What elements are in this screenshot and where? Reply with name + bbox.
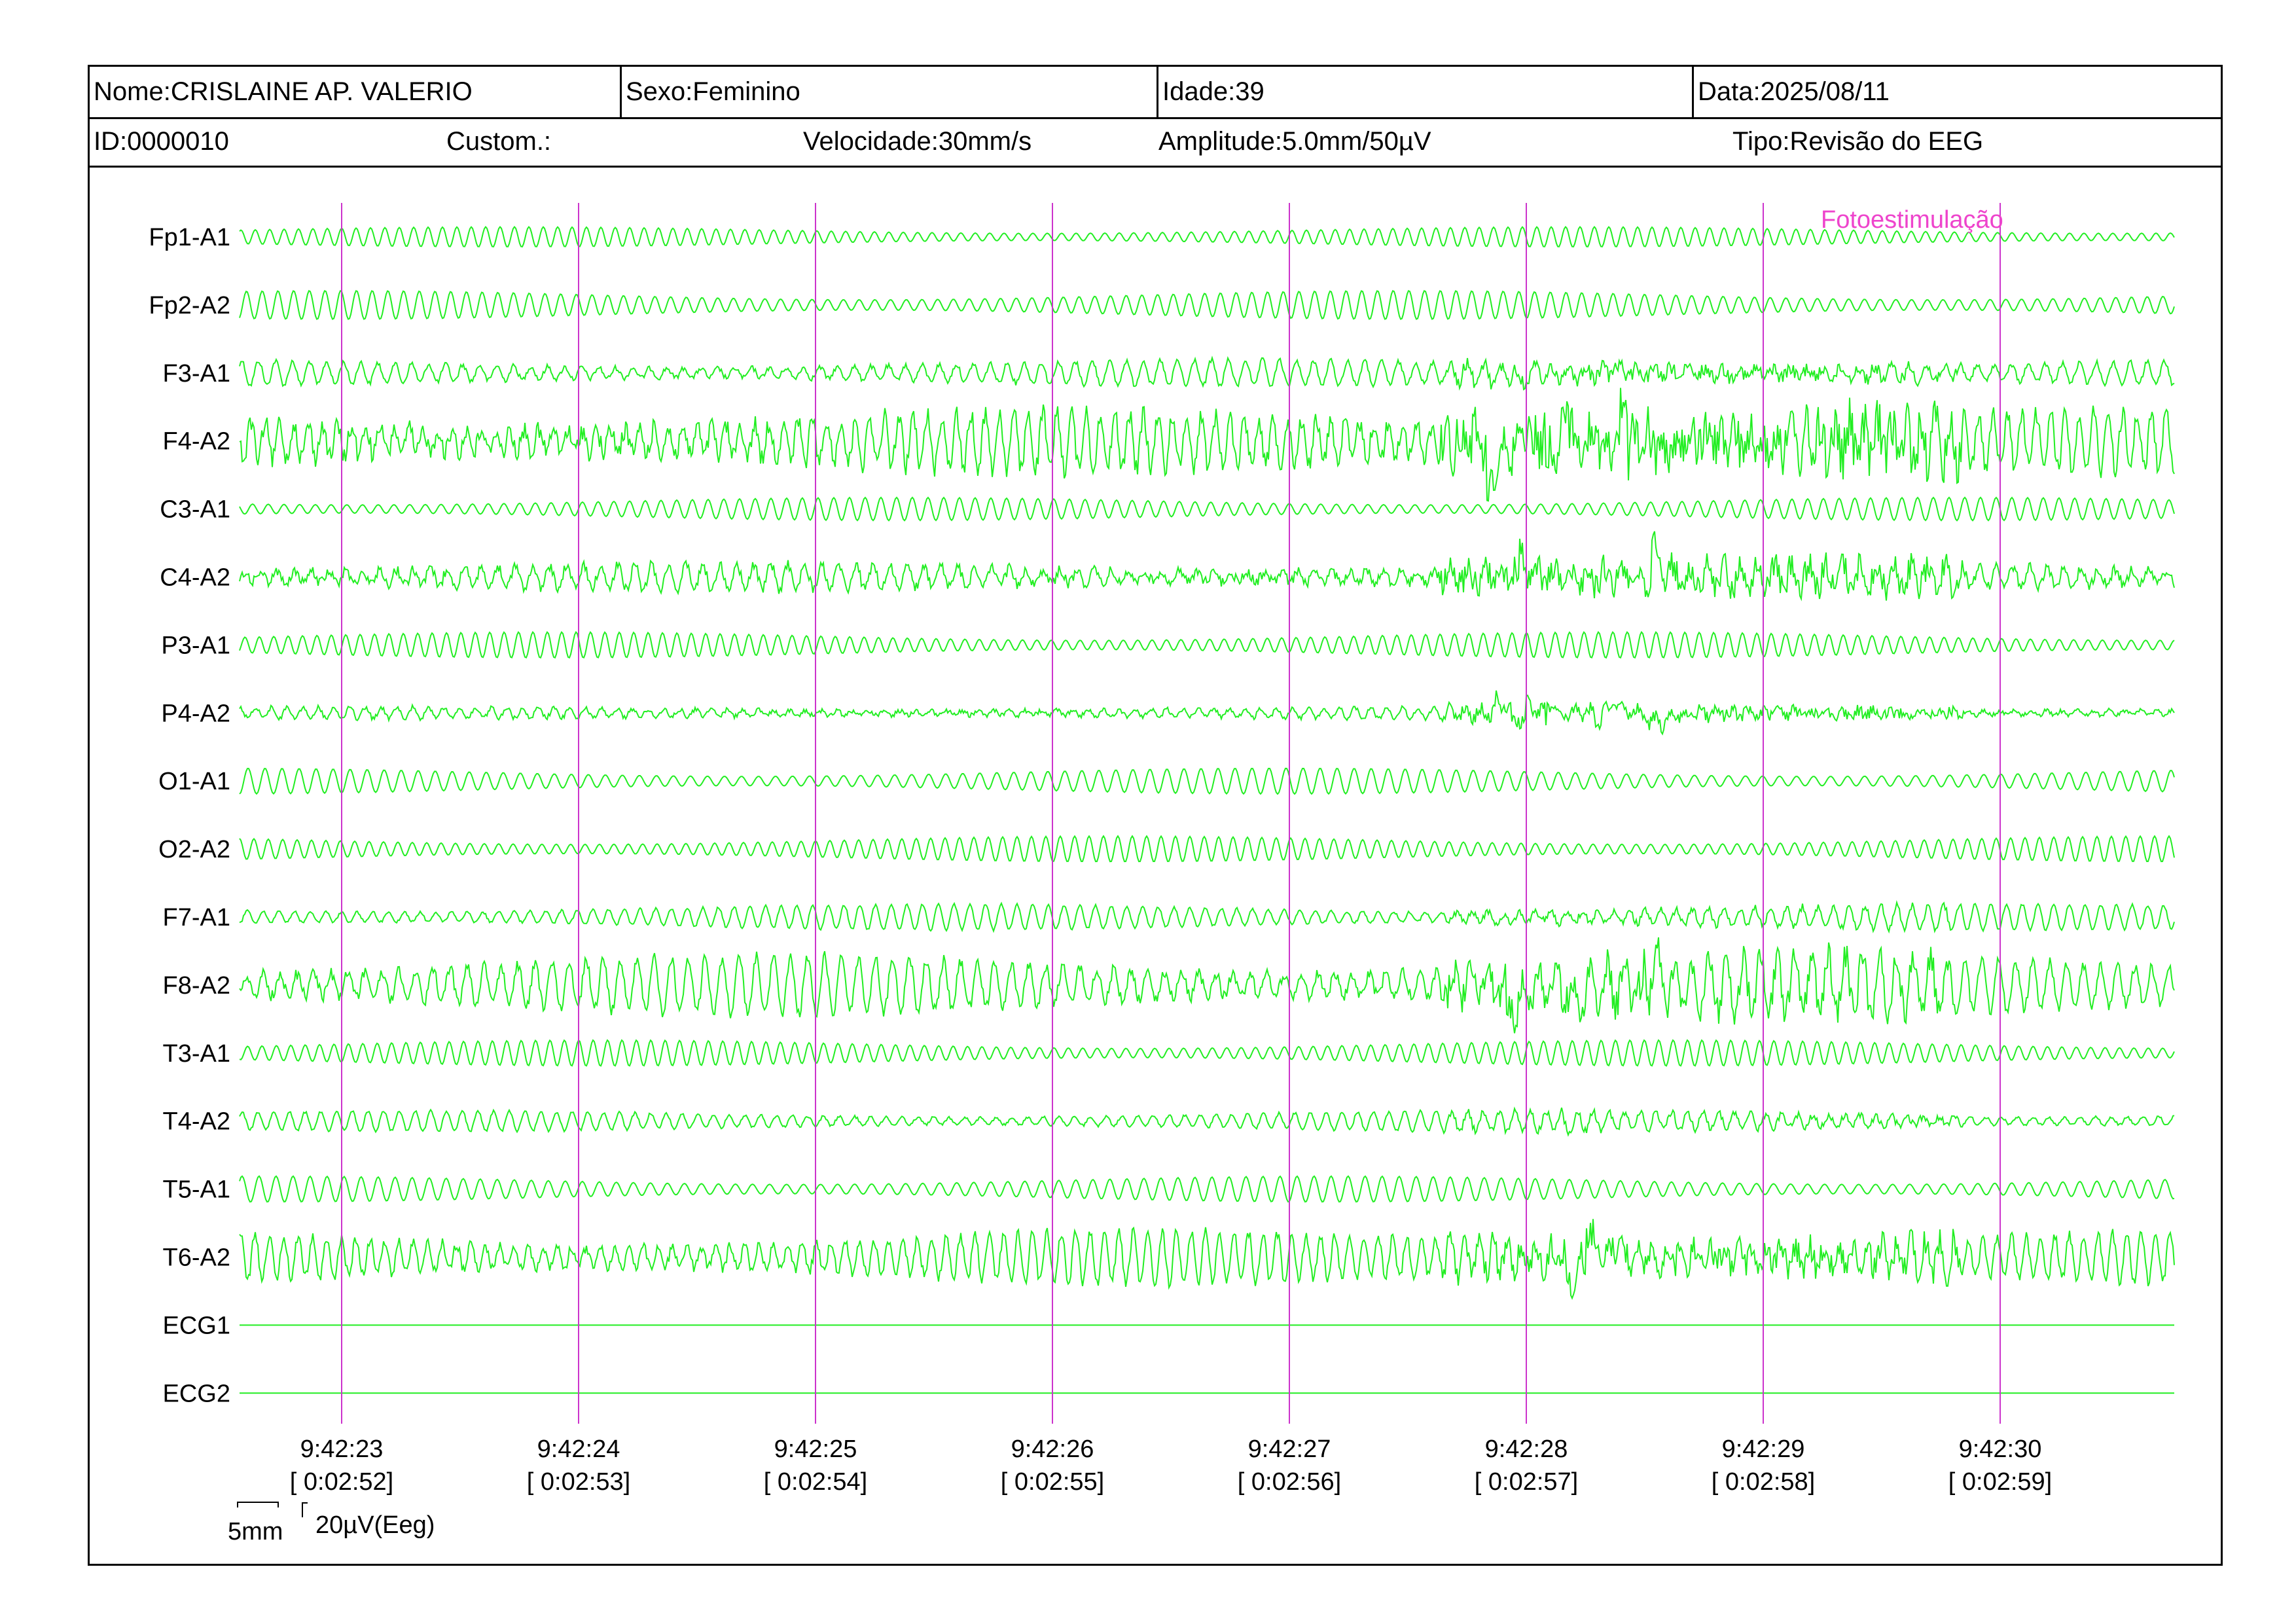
elapsed-time-label: [ 0:02:59] xyxy=(1948,1468,2052,1496)
time-markers xyxy=(341,203,2001,1424)
clock-time-label: 9:42:29 xyxy=(1722,1435,1805,1463)
clock-time-label: 9:42:26 xyxy=(1011,1435,1094,1463)
channel-trace xyxy=(239,835,2175,863)
channel-trace xyxy=(239,226,2175,248)
review-type: Tipo:Revisão do EEG xyxy=(1732,126,1984,156)
header-row-patient: Nome:CRISLAINE AP. VALERIO Sexo:Feminino… xyxy=(90,67,2221,119)
patient-sex: Sexo:Feminino xyxy=(620,67,1157,117)
channel-label: C3-A1 xyxy=(160,496,230,524)
channel-label: T6-A2 xyxy=(163,1244,230,1272)
channel-trace xyxy=(239,630,2175,659)
channel-label: F8-A2 xyxy=(163,972,230,1000)
elapsed-time-label: [ 0:02:54] xyxy=(764,1468,867,1496)
eeg-traces xyxy=(239,226,2175,1394)
elapsed-time-label: [ 0:02:52] xyxy=(290,1468,393,1496)
clock-time-label: 9:42:24 xyxy=(537,1435,620,1463)
channel-trace xyxy=(239,767,2175,795)
patient-id: ID:0000010 xyxy=(94,126,229,156)
channel-label: T5-A1 xyxy=(163,1176,230,1204)
channel-trace xyxy=(239,899,2175,934)
clock-time-label: 9:42:25 xyxy=(774,1435,857,1463)
channel-labels: Fp1-A1 Fp2-A2 F3-A1 F4-A2 C3-A1 C4-A2 P3-A1 P4-… xyxy=(149,224,230,1407)
paper-speed: Velocidade:30mm/s xyxy=(803,126,1032,156)
channel-label: ECG1 xyxy=(163,1312,230,1339)
channel-trace xyxy=(239,1106,2175,1137)
amplitude-setting: Amplitude:5.0mm/50µV xyxy=(1158,126,1431,156)
channel-label: T3-A1 xyxy=(163,1040,230,1068)
channel-label: C4-A2 xyxy=(160,564,230,592)
channel-trace xyxy=(239,496,2175,522)
time-tick-labels: 9:42:23 [ 0:02:52] 9:42:24 [ 0:02:53] 9:42:2… xyxy=(290,1435,2052,1496)
amplitude-scale-label: 20µV(Eeg) xyxy=(315,1511,435,1539)
patient-age: Idade:39 xyxy=(1157,67,1693,117)
report-frame: Nome:CRISLAINE AP. VALERIO Sexo:Feminino… xyxy=(88,65,2223,1566)
header-row-settings: ID:0000010 Custom.: Velocidade:30mm/s Am… xyxy=(90,117,2221,168)
channel-trace xyxy=(239,355,2175,391)
channel-trace xyxy=(239,1039,2175,1067)
photostim-annotation: Fotoestimulação xyxy=(1821,206,2003,234)
channel-trace xyxy=(239,531,2175,602)
time-scale-bracket xyxy=(237,1502,279,1507)
channel-trace xyxy=(239,1219,2175,1300)
channel-label: F4-A2 xyxy=(163,428,230,456)
elapsed-time-label: [ 0:02:53] xyxy=(527,1468,630,1496)
patient-name: Nome:CRISLAINE AP. VALERIO xyxy=(94,77,473,106)
channel-label: P4-A2 xyxy=(161,700,230,727)
elapsed-time-label: [ 0:02:55] xyxy=(1001,1468,1104,1496)
channel-label: F7-A1 xyxy=(163,904,230,931)
elapsed-time-label: [ 0:02:56] xyxy=(1238,1468,1341,1496)
exam-date: Data:2025/08/11 xyxy=(1692,67,2222,117)
custom-field: Custom.: xyxy=(446,126,552,156)
clock-time-label: 9:42:23 xyxy=(300,1435,384,1463)
channel-trace xyxy=(239,1175,2175,1203)
channel-label: ECG2 xyxy=(163,1380,230,1407)
elapsed-time-label: [ 0:02:57] xyxy=(1475,1468,1578,1496)
channel-label: P3-A1 xyxy=(161,632,230,659)
channel-label: O1-A1 xyxy=(158,768,230,795)
channel-trace xyxy=(239,289,2175,320)
time-scale-label: 5mm xyxy=(228,1518,283,1545)
channel-label: Fp2-A2 xyxy=(149,292,230,319)
clock-time-label: 9:42:30 xyxy=(1959,1435,2042,1463)
channel-label: F3-A1 xyxy=(163,360,230,388)
clock-time-label: 9:42:28 xyxy=(1485,1435,1568,1463)
channel-label: O2-A2 xyxy=(158,836,230,863)
channel-label: T4-A2 xyxy=(163,1108,230,1136)
clock-time-label: 9:42:27 xyxy=(1248,1435,1331,1463)
amplitude-scale-bracket xyxy=(302,1502,308,1517)
channel-trace xyxy=(239,937,2175,1034)
scale-bar: 5mm 20µV(Eeg) xyxy=(228,1502,435,1545)
channel-label: Fp1-A1 xyxy=(149,224,230,251)
elapsed-time-label: [ 0:02:58] xyxy=(1712,1468,1815,1496)
channel-trace xyxy=(239,690,2175,736)
channel-trace xyxy=(239,388,2175,502)
